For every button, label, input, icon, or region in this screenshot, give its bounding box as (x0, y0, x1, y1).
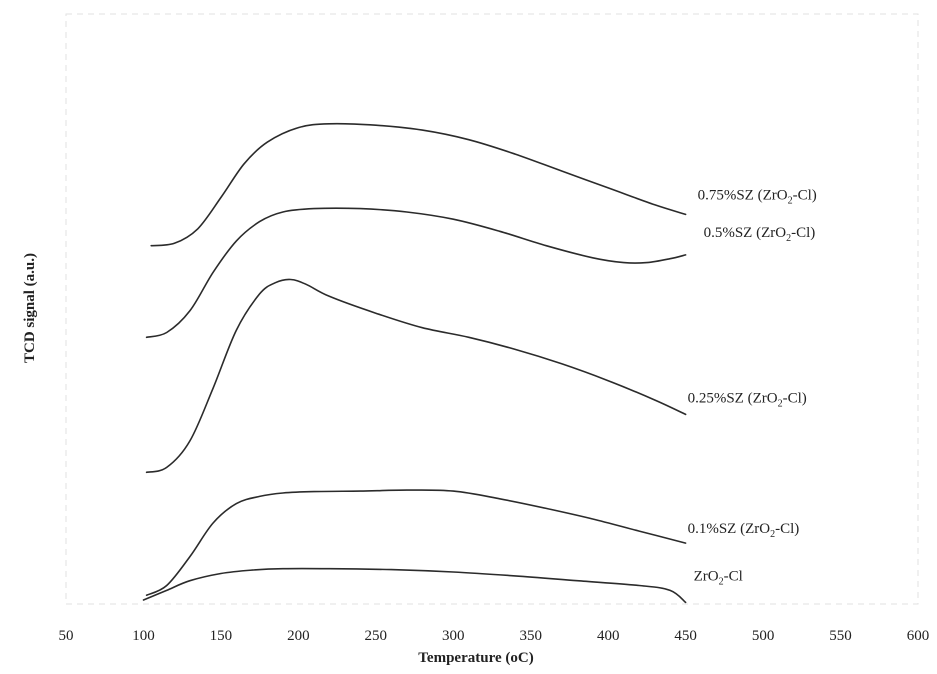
x-tick-label: 200 (287, 628, 310, 644)
x-tick-label: 350 (519, 628, 542, 644)
x-axis-title: Temperature (oC) (418, 650, 533, 666)
curves-layer (142, 122, 687, 604)
x-tick-label: 600 (907, 628, 930, 644)
series-line (145, 489, 687, 596)
x-tick-label: 400 (597, 628, 620, 644)
series-label: 0.5%SZ (ZrO2-Cl) (704, 225, 816, 244)
series-line (142, 567, 687, 604)
x-tick-label: 450 (674, 628, 697, 644)
series-label: 0.25%SZ (ZrO2-Cl) (688, 390, 807, 409)
x-tick-label: 300 (442, 628, 465, 644)
y-axis-title: TCD signal (a.u.) (22, 253, 38, 363)
series-labels-layer: 0.75%SZ (ZrO2-Cl) 0.5%SZ (ZrO2-Cl) 0.25%SZ… (688, 187, 817, 587)
x-tick-label: 550 (829, 628, 852, 644)
series-line (150, 122, 687, 247)
x-tick-labels-layer: 50 100 150 200 250 300 350 400 450 500 550 600 (59, 628, 930, 644)
x-tick-label: 150 (210, 628, 233, 644)
series-label: ZrO2-Cl (694, 568, 743, 587)
x-tick-label: 100 (132, 628, 155, 644)
series-label: 0.1%SZ (ZrO2-Cl) (688, 521, 800, 540)
x-tick-label: 500 (752, 628, 775, 644)
x-tick-label: 250 (365, 628, 388, 644)
series-line (145, 278, 687, 474)
x-tick-label: 50 (59, 628, 74, 644)
series-label: 0.75%SZ (ZrO2-Cl) (698, 187, 817, 206)
series-line (145, 207, 687, 339)
plot-border (65, 13, 919, 605)
